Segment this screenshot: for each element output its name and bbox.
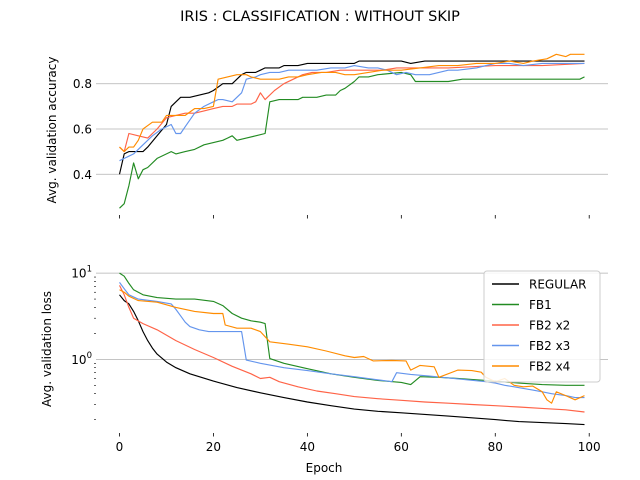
legend-label: REGULAR — [529, 278, 587, 292]
legend-label: FB2 x4 — [529, 360, 570, 374]
legend-label: FB2 x2 — [529, 319, 570, 333]
figure-suptitle: IRIS : CLASSIFICATION : WITHOUT SKIP — [180, 9, 460, 25]
legend-items: REGULAR FB1 FB2 x2 FB2 x3 FB2 x4 — [492, 278, 587, 374]
series-line-regular — [119, 294, 585, 426]
series-line-fb2-x2 — [118, 285, 585, 413]
accuracy-subplot: 0.4 0.6 0.8 Avg. validation accuracy — [45, 53, 608, 219]
legend: REGULAR FB1 FB2 x2 FB2 x3 FB2 x4 — [483, 270, 601, 383]
series-line-fb2-x3 — [119, 282, 585, 399]
x-tick-label: 100 — [578, 440, 601, 454]
x-tick-label: 0 — [116, 440, 124, 454]
loss-y-axis-label: Avg. validation loss — [40, 291, 54, 407]
series-line-regular — [118, 60, 585, 175]
accuracy-y-axis-label: Avg. validation accuracy — [45, 57, 59, 204]
legend-label: FB2 x3 — [529, 339, 570, 353]
loss-y-ticks: 100 101 — [71, 265, 96, 420]
loss-subplot: 100 101 0 20 40 60 80 100 Avg. validation loss… — [40, 265, 608, 475]
loss-x-ticks: 0 20 40 60 80 100 — [116, 433, 601, 454]
y-tick-label: 0.6 — [73, 123, 92, 137]
accuracy-x-ticks — [119, 215, 590, 219]
x-tick-label: 60 — [394, 440, 409, 454]
x-tick-label: 20 — [206, 440, 221, 454]
accuracy-y-ticks: 0.4 0.6 0.8 — [73, 77, 92, 182]
series-line-fb1 — [119, 71, 585, 209]
y-tick-label: 0.4 — [73, 168, 92, 182]
legend-frame — [483, 270, 601, 383]
series-line-fb2-x4 — [119, 289, 585, 404]
y-tick-label: 0.8 — [73, 77, 92, 91]
y-tick-label: 100 — [71, 351, 92, 367]
x-tick-label: 80 — [488, 440, 503, 454]
series-line-fb2-x3 — [119, 62, 585, 162]
loss-x-axis-label: Epoch — [306, 461, 343, 475]
legend-label: FB1 — [529, 298, 552, 312]
accuracy-gridlines — [96, 83, 608, 175]
loss-lines — [118, 272, 585, 426]
series-line-fb1 — [119, 272, 585, 386]
accuracy-lines — [118, 53, 585, 209]
y-tick-label: 101 — [71, 265, 92, 281]
series-line-fb2-x2 — [119, 62, 585, 153]
x-tick-label: 40 — [300, 440, 315, 454]
series-line-fb2-x4 — [119, 53, 585, 153]
